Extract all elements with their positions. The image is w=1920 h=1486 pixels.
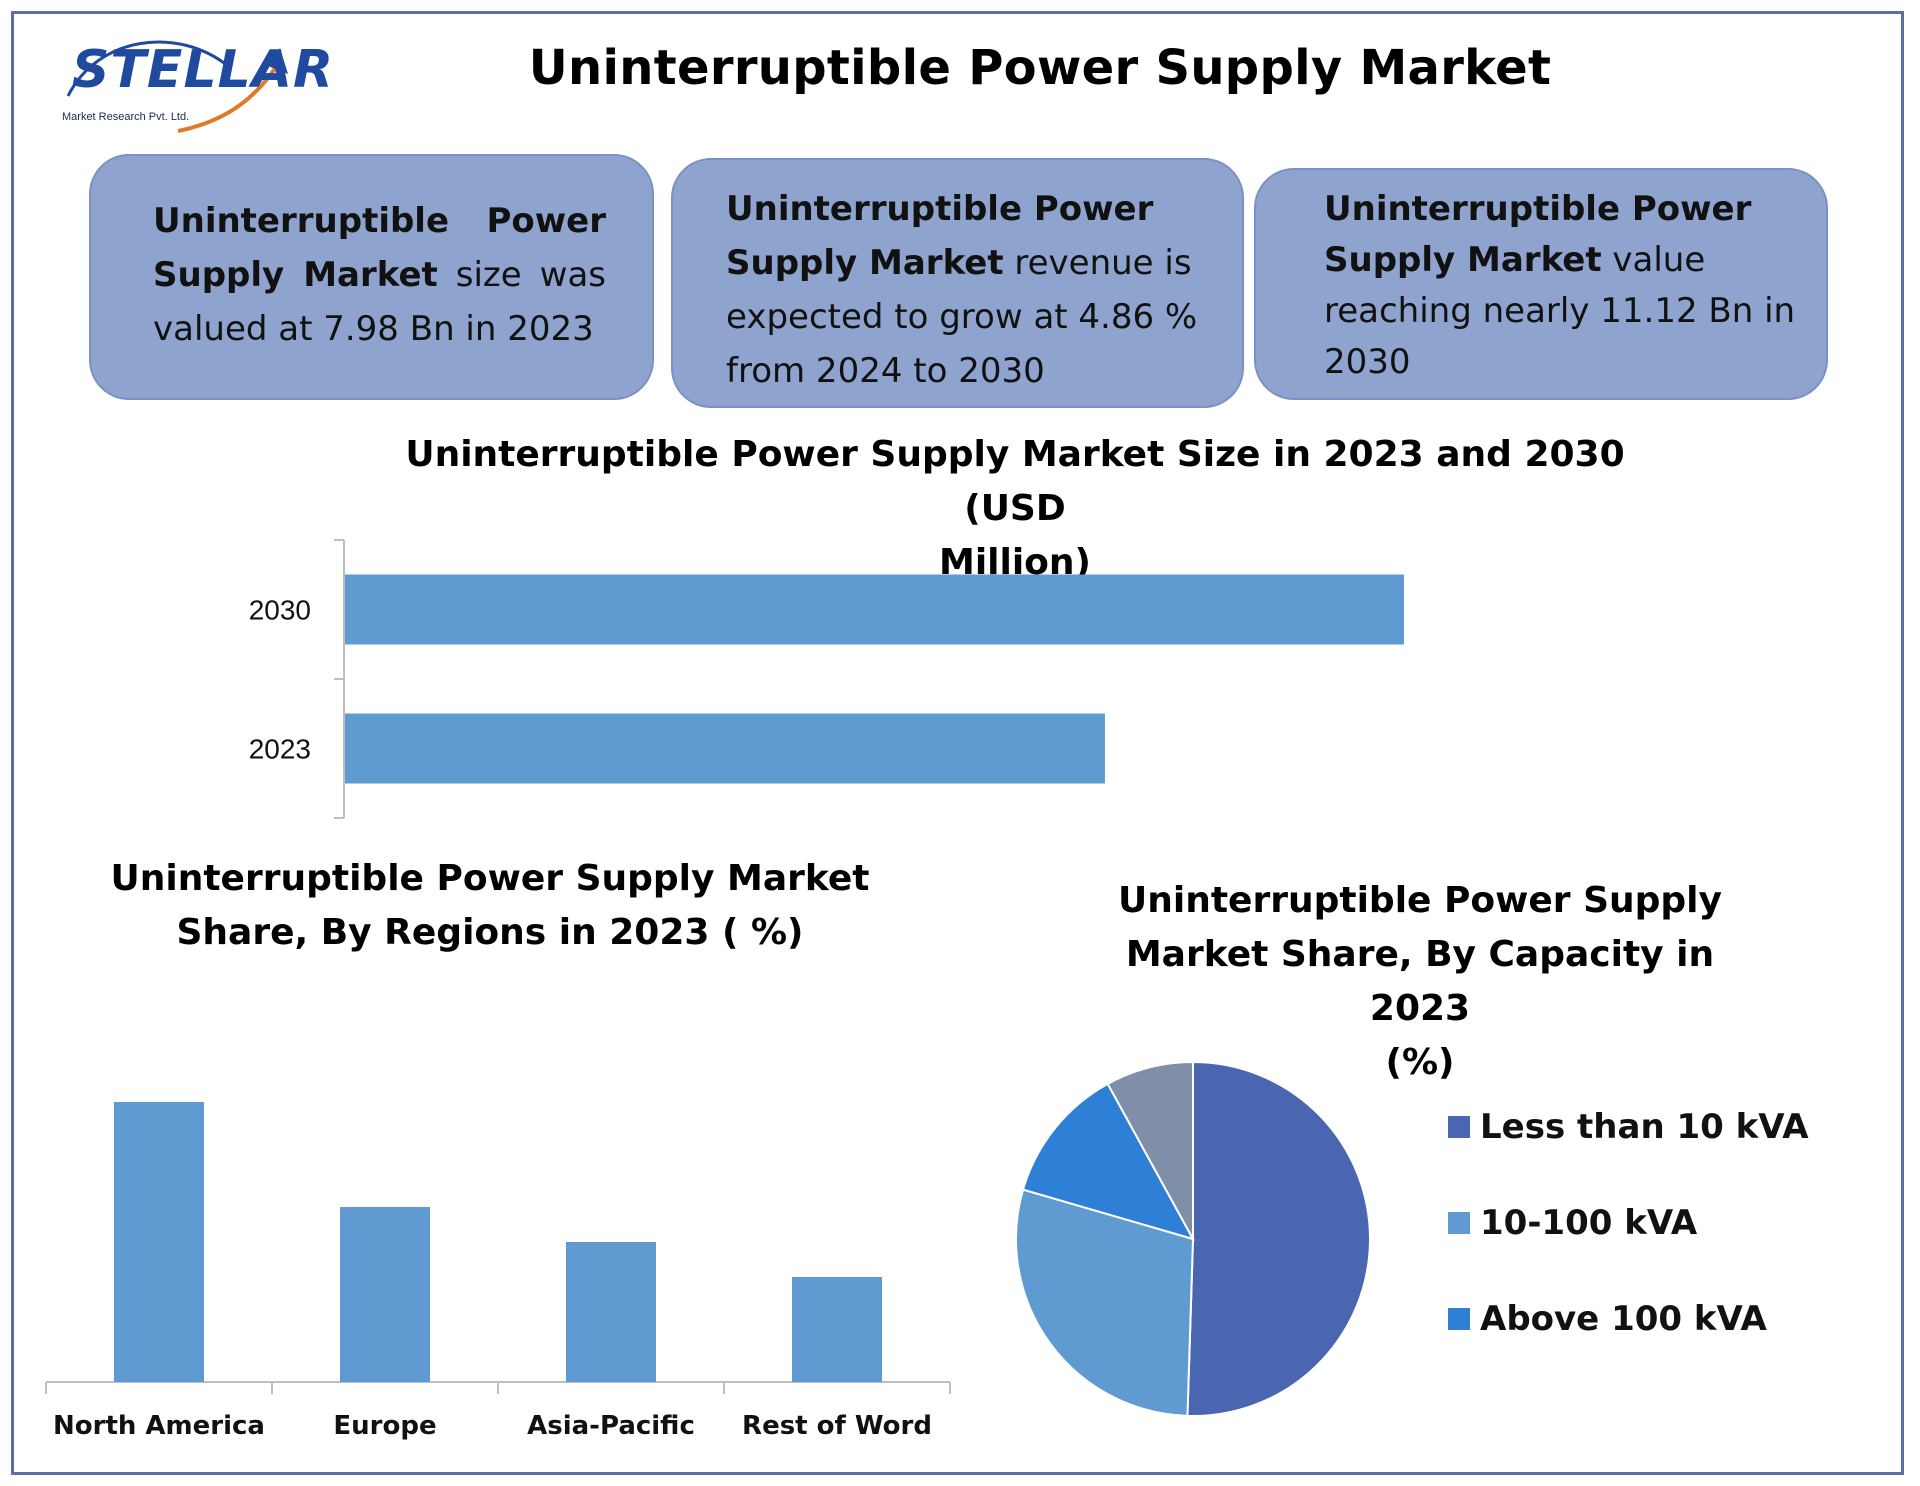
category-label: 2023 (249, 734, 311, 765)
category-label: 2030 (249, 595, 311, 626)
stat-card-growth: Uninterruptible Power Supply Market reve… (671, 158, 1244, 408)
logo-swoosh-icon (66, 40, 288, 133)
bar-asia-pacific (566, 1242, 656, 1382)
stellar-logo: STELLAR Market Research Pvt. Ltd. (58, 26, 333, 136)
pie-slice (1015, 1188, 1195, 1417)
title-line: Uninterruptible Power Supply Market Size… (405, 434, 1625, 529)
stat-card-subject: Uninterruptible Power Supply Market (153, 201, 606, 295)
pie-slice (1186, 1060, 1372, 1417)
title-line: Market Share, By Capacity in 2023 (1125, 934, 1715, 1029)
stat-card-market-size: Uninterruptible Power Supply Market size… (89, 154, 654, 400)
bar-2030 (345, 574, 1404, 645)
bar-rest-of-word (792, 1277, 882, 1382)
pie-slice (1021, 1082, 1196, 1241)
stat-card-subject: Uninterruptible Power Supply Market (726, 189, 1154, 283)
legend-label: Less than 10 kVA (1480, 1107, 1809, 1147)
category-label: North America (53, 1411, 265, 1441)
stat-card-forecast: Uninterruptible Power Supply Market valu… (1254, 168, 1828, 400)
capacity-chart-title: Uninterruptible Power Supply Market Shar… (1070, 874, 1770, 1090)
bar-2023 (345, 713, 1105, 784)
page-title: Uninterruptible Power Supply Market (528, 40, 1552, 96)
legend-label: Above 100 kVA (1480, 1299, 1767, 1339)
bar-europe (340, 1207, 430, 1382)
regions-chart-title: Uninterruptible Power Supply Market Shar… (100, 852, 880, 960)
category-label: Europe (333, 1411, 436, 1441)
infographic-frame (11, 11, 1904, 1475)
legend-swatch (1448, 1308, 1470, 1330)
legend-label: 10-100 kVA (1480, 1203, 1698, 1243)
pie-slice (1106, 1060, 1194, 1240)
bar-north-america (114, 1102, 204, 1382)
title-line: Share, By Regions in 2023 ( %) (176, 912, 804, 953)
category-label: Rest of Word (742, 1411, 932, 1441)
logo-subtitle: Market Research Pvt. Ltd. (62, 111, 190, 123)
title-line: Uninterruptible Power Supply (1118, 880, 1722, 921)
legend-swatch (1448, 1212, 1470, 1234)
title-line: Uninterruptible Power Supply Market (110, 858, 870, 899)
stat-card-subject: Uninterruptible Power Supply Market (1324, 189, 1752, 280)
stat-card-text: value reaching nearly 11.12 Bn in 2030 (1324, 240, 1796, 382)
stat-card-text: revenue is expected to grow at 4.86 % fr… (726, 243, 1198, 391)
logo-wordmark: STELLAR (72, 40, 334, 100)
category-label: Asia-Pacific (527, 1411, 695, 1441)
market-size-chart-title: Uninterruptible Power Supply Market Size… (360, 428, 1670, 590)
title-line: (%) (1385, 1042, 1455, 1083)
legend-swatch (1448, 1116, 1470, 1138)
stat-card-text: size was valued at 7.98 Bn in 2023 (153, 255, 606, 349)
